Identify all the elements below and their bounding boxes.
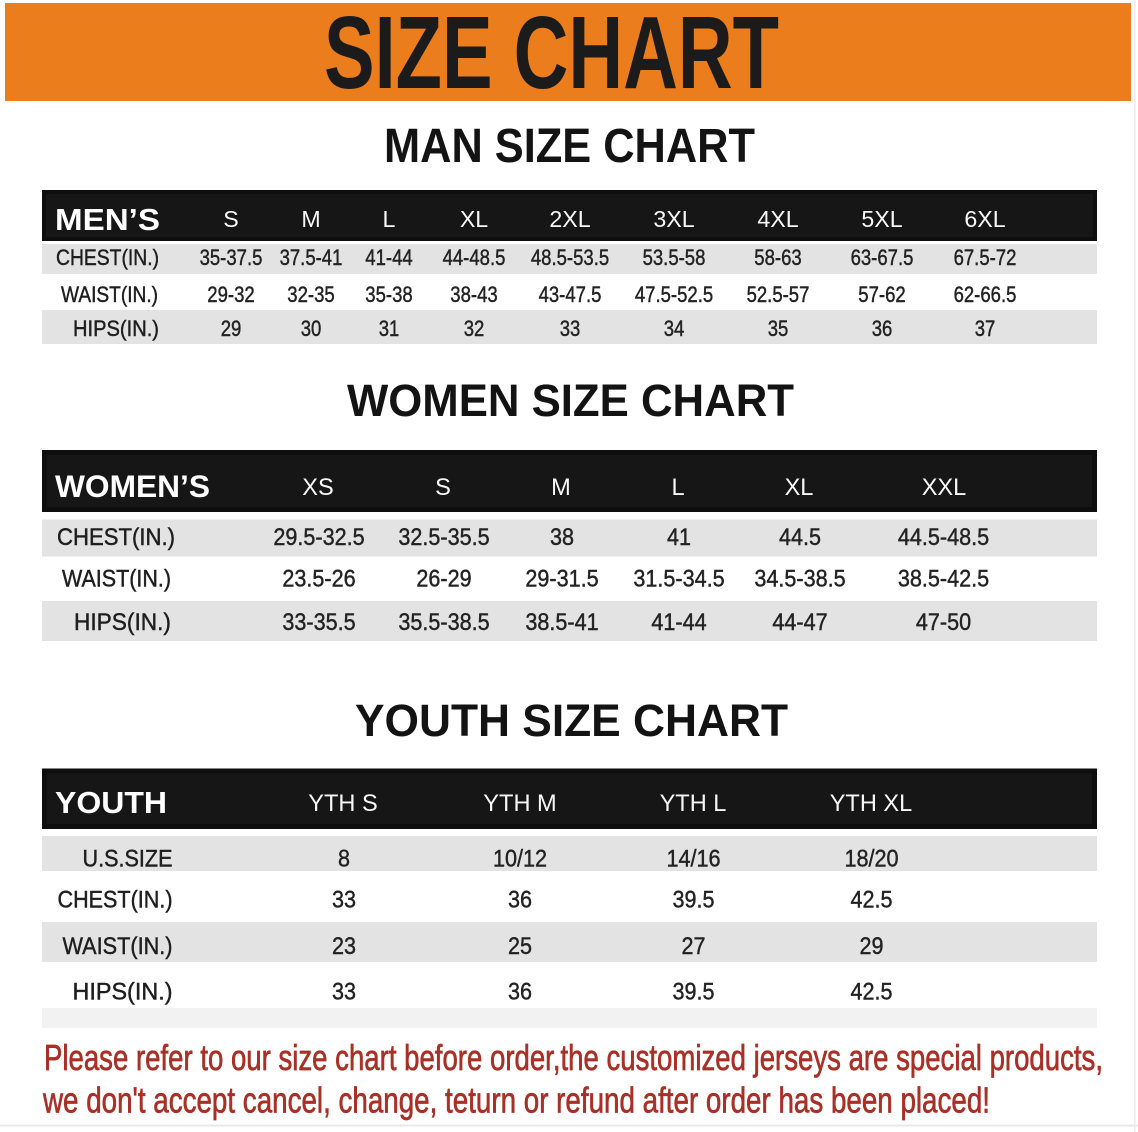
svg-text:29: 29 [860,933,884,960]
svg-text:25: 25 [508,933,532,960]
svg-text:CHEST(IN.): CHEST(IN.) [57,524,175,551]
svg-text:we don't accept cancel, change: we don't accept cancel, change, teturn o… [42,1080,990,1121]
svg-text:36: 36 [872,316,893,341]
svg-text:WOMEN SIZE CHART: WOMEN SIZE CHART [347,375,794,426]
svg-text:38.5-41: 38.5-41 [525,609,598,636]
svg-text:62-66.5: 62-66.5 [954,282,1017,307]
svg-text:47.5-52.5: 47.5-52.5 [635,282,713,307]
svg-text:27: 27 [682,933,706,960]
svg-text:36: 36 [508,979,532,1006]
svg-text:41: 41 [667,524,691,551]
svg-text:4XL: 4XL [757,206,798,232]
svg-text:YOUTH SIZE CHART: YOUTH SIZE CHART [355,695,788,746]
svg-text:L: L [671,475,684,501]
svg-text:41-44: 41-44 [651,609,706,636]
svg-text:10/12: 10/12 [493,846,547,873]
svg-text:Please refer to our size chart: Please refer to our size chart before or… [44,1037,1103,1078]
svg-text:44-48.5: 44-48.5 [443,245,506,270]
svg-text:HIPS(IN.): HIPS(IN.) [73,979,173,1006]
svg-text:CHEST(IN.): CHEST(IN.) [56,245,159,270]
svg-text:XXL: XXL [922,475,967,501]
svg-text:WAIST(IN.): WAIST(IN.) [63,933,173,960]
svg-text:33: 33 [560,316,581,341]
svg-text:35: 35 [768,316,789,341]
svg-text:35-38: 35-38 [365,282,412,307]
svg-text:38.5-42.5: 38.5-42.5 [898,566,989,593]
svg-text:38: 38 [550,524,574,551]
svg-text:8: 8 [338,846,350,873]
svg-text:31.5-34.5: 31.5-34.5 [633,566,724,593]
svg-text:48.5-53.5: 48.5-53.5 [531,245,609,270]
svg-text:WAIST(IN.): WAIST(IN.) [62,566,171,593]
svg-text:M: M [551,475,571,501]
svg-text:S: S [223,206,238,232]
svg-text:XS: XS [302,475,333,501]
svg-text:L: L [383,206,396,232]
svg-text:29-32: 29-32 [207,282,254,307]
svg-text:63-67.5: 63-67.5 [851,245,914,270]
svg-text:36: 36 [508,887,532,914]
svg-text:MAN SIZE CHART: MAN SIZE CHART [384,120,755,173]
svg-text:53.5-58: 53.5-58 [643,245,706,270]
svg-text:14/16: 14/16 [666,846,720,873]
svg-text:29.5-32.5: 29.5-32.5 [273,524,364,551]
svg-text:U.S.SIZE: U.S.SIZE [83,846,173,873]
svg-text:39.5: 39.5 [673,887,715,914]
svg-text:YTH XL: YTH XL [830,791,913,817]
svg-text:34.5-38.5: 34.5-38.5 [754,566,845,593]
svg-text:47-50: 47-50 [916,609,971,636]
svg-text:37: 37 [975,316,996,341]
svg-text:WAIST(IN.): WAIST(IN.) [61,282,158,307]
svg-text:26-29: 26-29 [416,566,471,593]
svg-text:YOUTH: YOUTH [55,785,167,820]
svg-text:3XL: 3XL [653,206,694,232]
svg-text:YTH L: YTH L [660,791,727,817]
svg-text:57-62: 57-62 [858,282,905,307]
svg-text:M: M [301,206,320,232]
svg-text:32-35: 32-35 [287,282,334,307]
svg-text:6XL: 6XL [964,206,1005,232]
svg-text:52.5-57: 52.5-57 [747,282,810,307]
svg-text:MEN’S: MEN’S [55,203,160,237]
svg-text:29: 29 [221,316,242,341]
svg-text:42.5: 42.5 [851,979,893,1006]
svg-text:WOMEN’S: WOMEN’S [55,468,210,504]
svg-text:SIZE CHART: SIZE CHART [324,0,779,110]
svg-text:18/20: 18/20 [844,846,898,873]
svg-text:HIPS(IN.): HIPS(IN.) [74,609,171,636]
svg-text:CHEST(IN.): CHEST(IN.) [58,887,173,914]
svg-text:31: 31 [379,316,400,341]
svg-text:44.5: 44.5 [779,524,821,551]
svg-text:32.5-35.5: 32.5-35.5 [398,524,489,551]
svg-text:29-31.5: 29-31.5 [525,566,598,593]
svg-text:30: 30 [301,316,322,341]
svg-text:XL: XL [460,206,488,232]
svg-text:67.5-72: 67.5-72 [954,245,1017,270]
svg-text:33-35.5: 33-35.5 [282,609,355,636]
svg-text:35-37.5: 35-37.5 [200,245,263,270]
svg-text:38-43: 38-43 [450,282,497,307]
svg-text:33: 33 [332,979,356,1006]
svg-text:42.5: 42.5 [851,887,893,914]
svg-text:23.5-26: 23.5-26 [282,566,355,593]
svg-text:58-63: 58-63 [754,245,801,270]
svg-text:5XL: 5XL [861,206,902,232]
svg-text:YTH S: YTH S [308,791,377,817]
svg-text:33: 33 [332,887,356,914]
svg-text:HIPS(IN.): HIPS(IN.) [73,316,159,341]
svg-text:35.5-38.5: 35.5-38.5 [398,609,489,636]
svg-text:32: 32 [464,316,485,341]
svg-text:23: 23 [332,933,356,960]
svg-text:YTH M: YTH M [483,791,556,817]
svg-text:44.5-48.5: 44.5-48.5 [898,524,989,551]
svg-text:34: 34 [664,316,685,341]
svg-text:43-47.5: 43-47.5 [539,282,602,307]
svg-text:XL: XL [785,475,814,501]
svg-text:S: S [435,475,451,501]
svg-text:39.5: 39.5 [673,979,715,1006]
svg-text:44-47: 44-47 [772,609,827,636]
svg-text:41-44: 41-44 [365,245,412,270]
svg-text:2XL: 2XL [549,206,590,232]
svg-text:37.5-41: 37.5-41 [280,245,343,270]
